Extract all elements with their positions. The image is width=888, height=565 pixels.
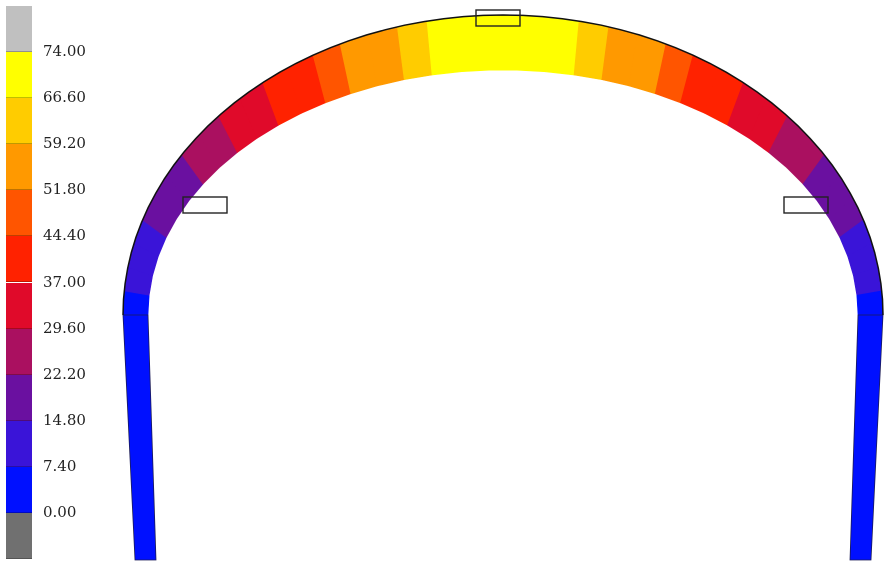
arch-markers bbox=[182, 9, 829, 214]
arch-segment bbox=[456, 14, 490, 73]
legend-band bbox=[6, 466, 32, 513]
arch-segment bbox=[426, 16, 461, 76]
legend-band bbox=[6, 6, 32, 53]
legend-tick-label: 0.00 bbox=[43, 502, 77, 521]
arch-outer-edge bbox=[122, 14, 884, 316]
legend-band bbox=[6, 512, 32, 559]
legend-band bbox=[6, 52, 32, 99]
arch-leg bbox=[849, 314, 884, 561]
legend-tick-label: 29.60 bbox=[43, 318, 86, 337]
arch-segment bbox=[487, 14, 519, 71]
color-legend bbox=[6, 6, 32, 559]
joint-marker bbox=[783, 196, 829, 214]
arch-segment bbox=[545, 16, 580, 76]
arch-segments bbox=[122, 14, 884, 561]
legend-tick-label: 51.80 bbox=[43, 180, 86, 199]
legend-band bbox=[6, 328, 32, 375]
legend-band bbox=[6, 374, 32, 421]
legend-band bbox=[6, 98, 32, 145]
legend-tick-label: 59.20 bbox=[43, 134, 86, 153]
legend-band bbox=[6, 144, 32, 191]
legend-band bbox=[6, 420, 32, 467]
legend-band bbox=[6, 282, 32, 329]
joint-marker bbox=[475, 9, 521, 27]
legend-tick-label: 44.40 bbox=[43, 226, 86, 245]
legend-tick-label: 37.00 bbox=[43, 272, 86, 291]
legend-band bbox=[6, 190, 32, 237]
joint-marker bbox=[182, 196, 228, 214]
arch-segment bbox=[856, 290, 884, 316]
legend-band bbox=[6, 236, 32, 283]
legend-tick-label: 74.00 bbox=[43, 42, 86, 61]
legend-tick-label: 7.40 bbox=[43, 456, 77, 475]
legend-tick-label: 66.60 bbox=[43, 88, 86, 107]
legend-tick-label: 14.80 bbox=[43, 410, 86, 429]
arch-leg bbox=[122, 314, 157, 561]
arch-segment bbox=[516, 14, 550, 73]
legend-tick-label: 22.20 bbox=[43, 364, 86, 383]
